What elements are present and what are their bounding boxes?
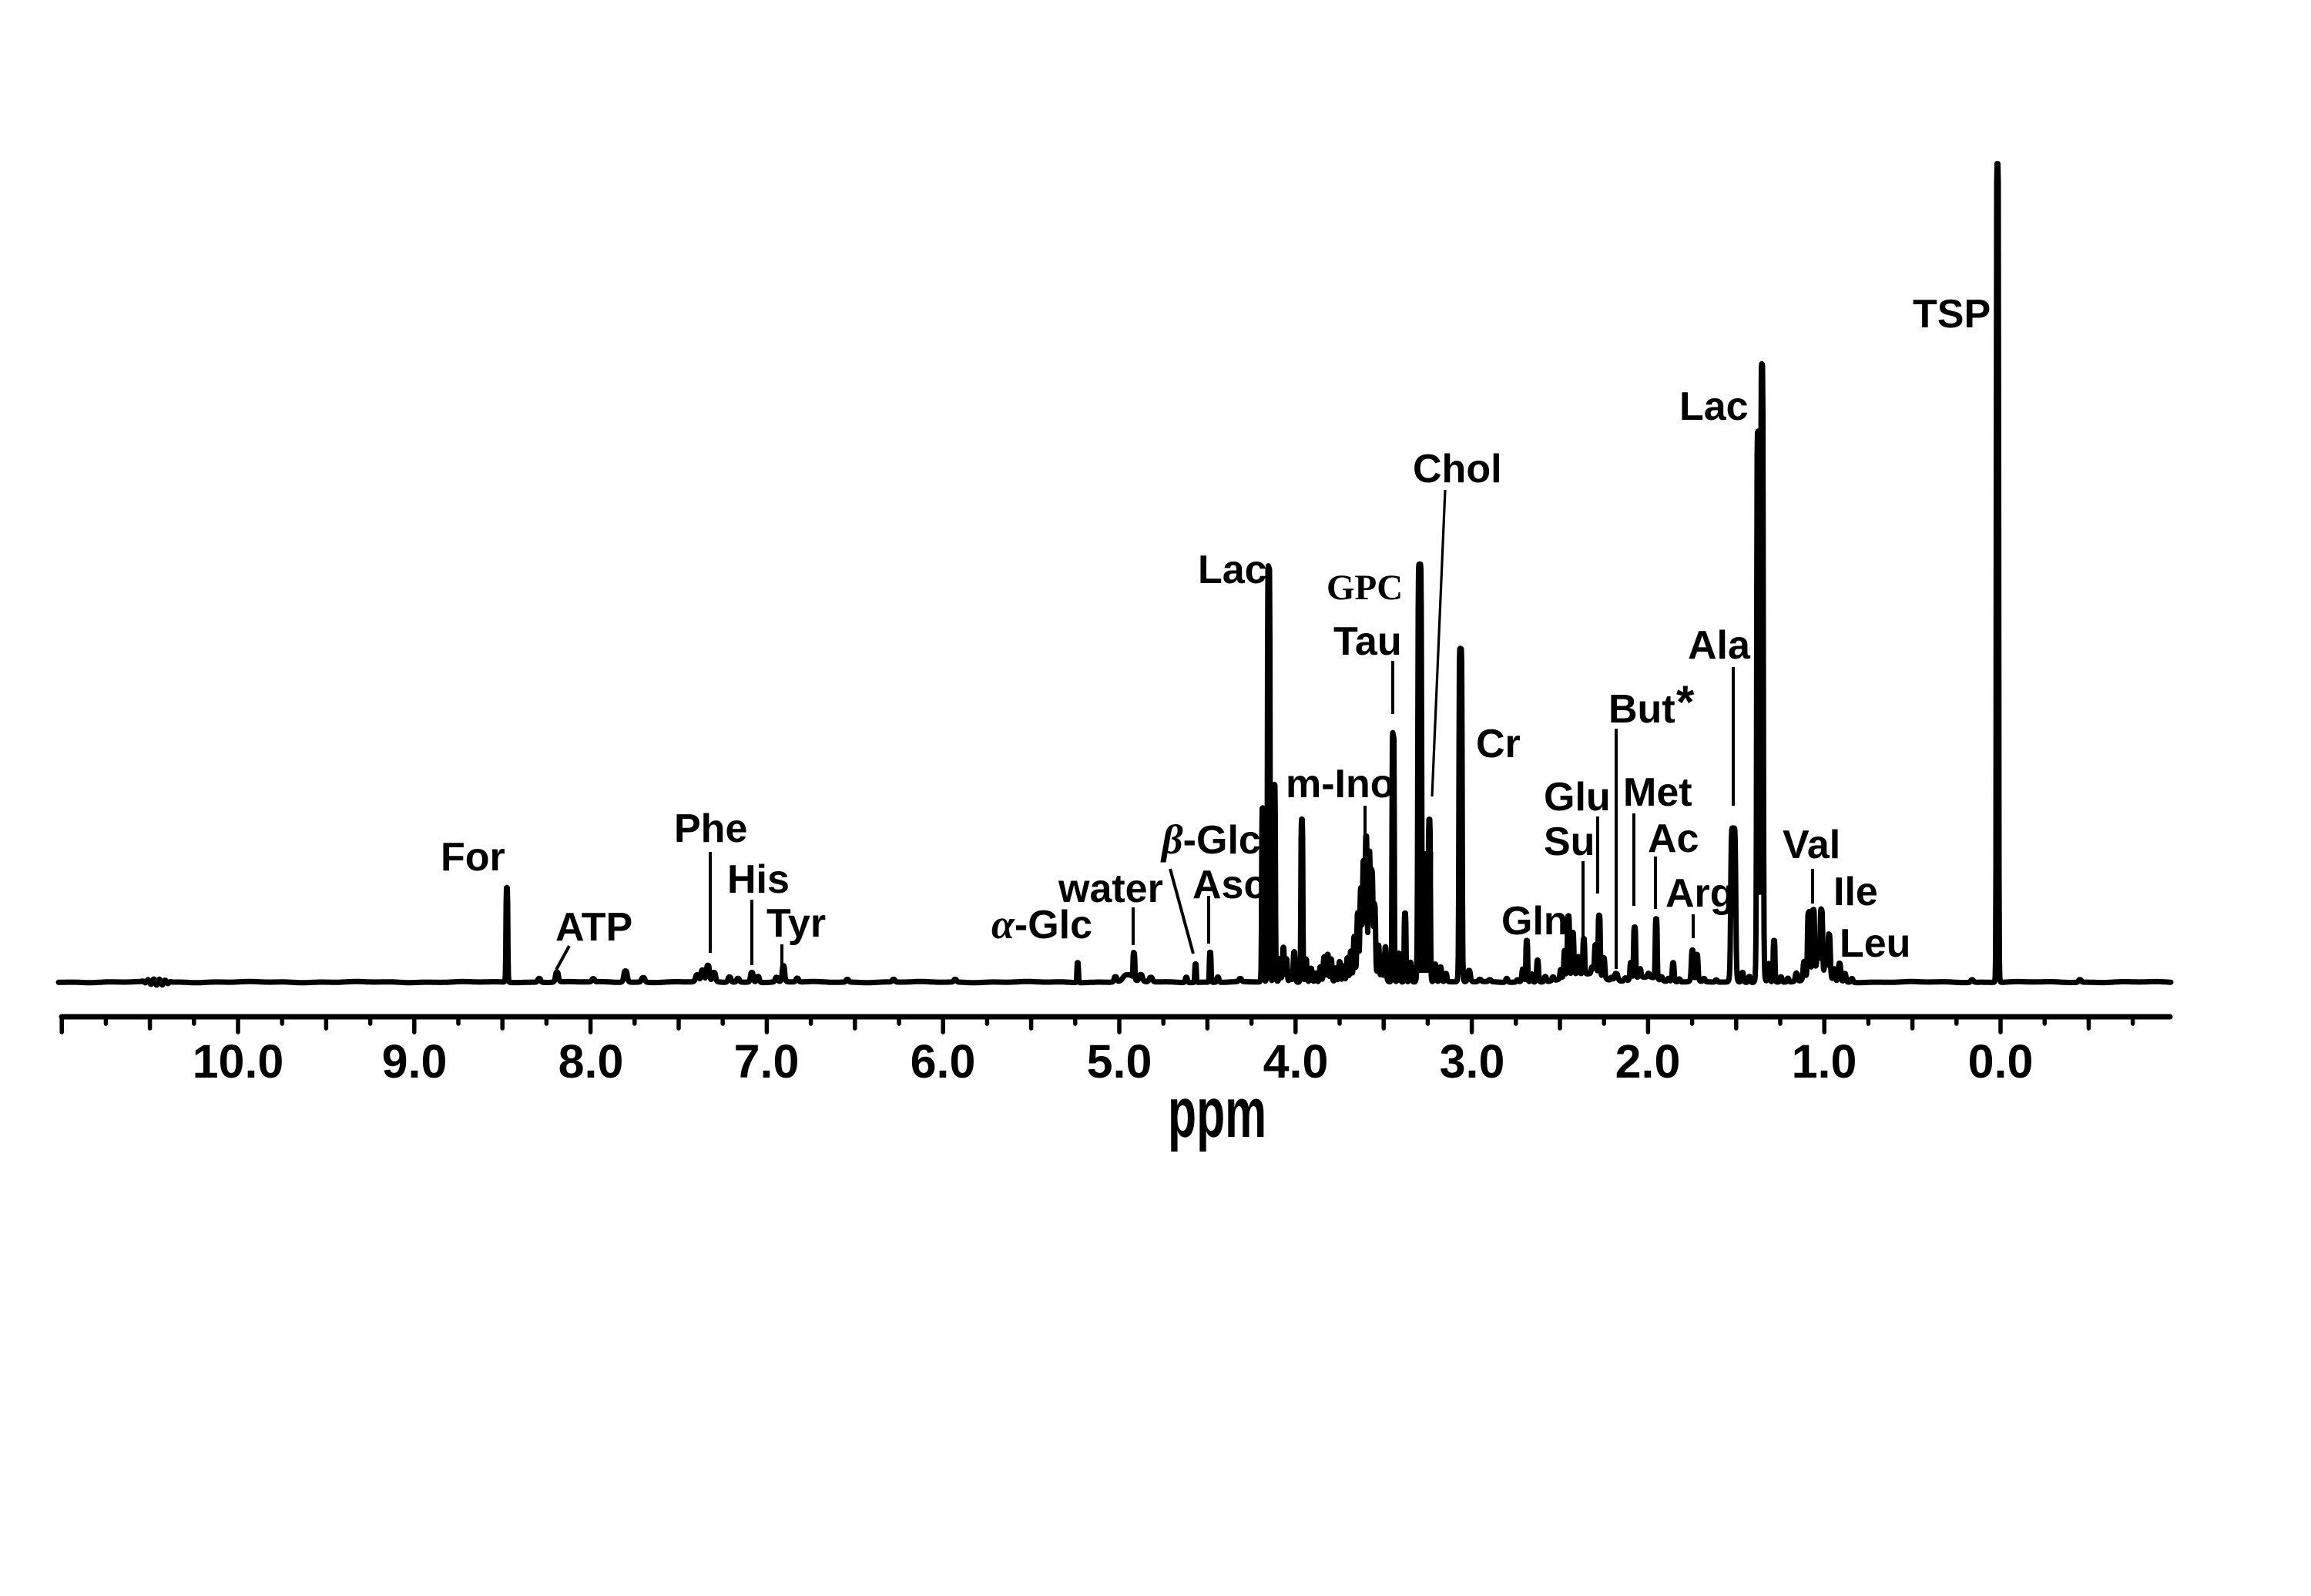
svg-text:His: His [727,857,790,902]
svg-text:4.0: 4.0 [1263,1035,1329,1088]
svg-text:2.0: 2.0 [1615,1035,1681,1088]
svg-text:10.0: 10.0 [193,1035,284,1088]
svg-text:1.0: 1.0 [1792,1035,1857,1088]
svg-text:β-Glc: β-Glc [1160,816,1261,863]
svg-text:Arg: Arg [1665,871,1735,916]
svg-text:m-Ino: m-Ino [1286,762,1395,806]
svg-text:Su: Su [1544,820,1595,864]
svg-text:Glu: Glu [1544,775,1611,820]
svg-text:Chol: Chol [1413,447,1502,491]
svg-text:Cr: Cr [1476,722,1521,766]
svg-text:Val: Val [1783,823,1840,867]
svg-text:α-Glc: α-Glc [991,901,1092,947]
svg-text:8.0: 8.0 [558,1035,624,1088]
svg-text:Tau: Tau [1333,619,1402,664]
svg-text:0.0: 0.0 [1968,1035,2034,1088]
svg-text:Lac: Lac [1198,548,1267,592]
svg-text:Met: Met [1623,770,1692,815]
svg-text:Lac: Lac [1679,384,1749,429]
svg-text:Ile: Ile [1833,870,1878,914]
svg-text:Phe: Phe [674,806,747,851]
svg-text:Tyr: Tyr [766,901,826,946]
svg-text:7.0: 7.0 [734,1035,800,1088]
svg-text:TSP: TSP [1913,292,1991,337]
svg-text:3.0: 3.0 [1440,1035,1505,1088]
svg-text:Ala: Ala [1688,623,1751,668]
svg-text:ATP: ATP [555,905,632,950]
svg-text:For: For [441,835,505,880]
svg-text:water: water [1058,867,1163,911]
svg-text:Gln: Gln [1501,899,1568,944]
svg-text:Leu: Leu [1840,921,1910,966]
svg-text:Ac: Ac [1648,816,1699,861]
svg-text:GPC: GPC [1327,568,1403,608]
svg-text:6.0: 6.0 [911,1035,976,1088]
svg-text:Asc: Asc [1192,863,1266,907]
svg-text:5.0: 5.0 [1087,1035,1152,1088]
svg-text:9.0: 9.0 [382,1035,448,1088]
svg-text:ppm: ppm [1168,1072,1266,1152]
svg-text:*: * [1676,676,1695,728]
svg-text:But: But [1608,687,1675,732]
